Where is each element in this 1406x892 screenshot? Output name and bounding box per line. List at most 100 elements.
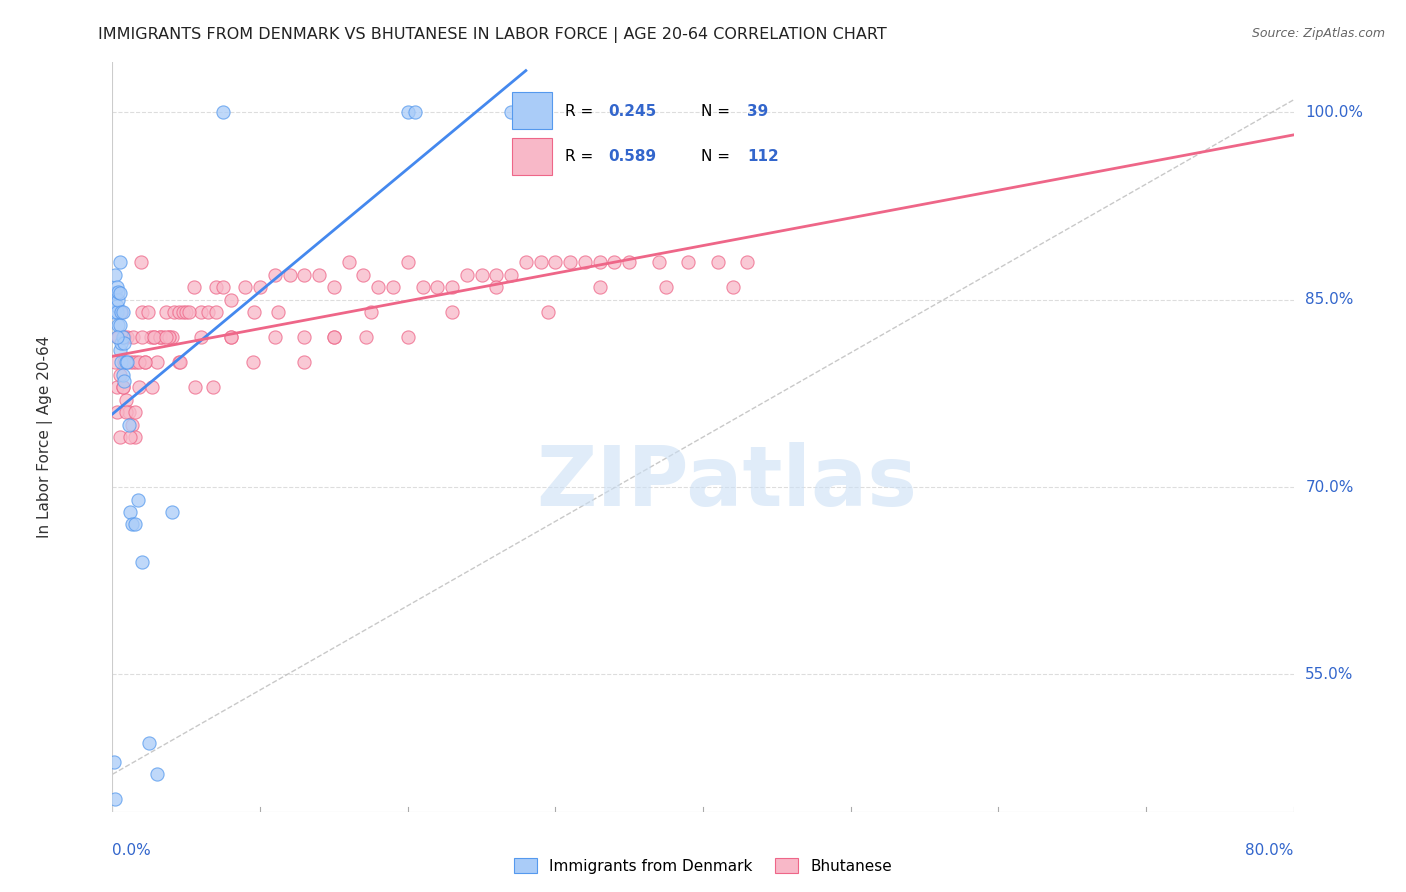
Text: 70.0%: 70.0% — [1305, 480, 1354, 494]
Point — [396, 330, 419, 344]
Point — [124, 517, 146, 532]
Point — [485, 268, 508, 282]
Point — [352, 268, 374, 282]
Point — [619, 255, 641, 269]
Point — [134, 355, 156, 369]
Point — [107, 285, 129, 300]
Point — [264, 268, 287, 282]
Point — [396, 105, 419, 120]
Point — [167, 355, 190, 369]
Point — [121, 417, 143, 432]
Point — [292, 268, 315, 282]
Point — [124, 405, 146, 419]
Point — [544, 255, 567, 269]
Point — [190, 330, 212, 344]
Point — [118, 405, 141, 419]
Point — [183, 280, 205, 294]
Point — [515, 255, 537, 269]
Point — [105, 405, 128, 419]
Point — [155, 330, 177, 344]
Text: ZIPatlas: ZIPatlas — [536, 442, 917, 523]
Point — [219, 330, 242, 344]
Point — [128, 380, 150, 394]
Point — [167, 305, 190, 319]
Point — [278, 268, 301, 282]
Point — [219, 293, 242, 307]
Point — [356, 330, 378, 344]
Point — [179, 305, 201, 319]
Point — [323, 330, 346, 344]
Point — [111, 368, 134, 382]
Point — [103, 305, 125, 319]
Text: 0.0%: 0.0% — [112, 843, 152, 858]
Point — [603, 255, 626, 269]
Point — [104, 355, 127, 369]
Point — [163, 305, 186, 319]
Point — [107, 330, 129, 344]
Point — [737, 255, 759, 269]
Text: 100.0%: 100.0% — [1305, 105, 1364, 120]
Point — [117, 330, 138, 344]
Point — [588, 255, 610, 269]
Point — [411, 280, 433, 294]
Point — [404, 105, 426, 120]
Point — [103, 755, 125, 769]
Point — [124, 430, 146, 444]
Point — [136, 305, 159, 319]
Point — [127, 492, 149, 507]
Point — [134, 355, 156, 369]
Point — [107, 293, 129, 307]
Point — [456, 268, 478, 282]
Point — [264, 330, 287, 344]
Point — [104, 268, 127, 282]
Point — [128, 355, 150, 369]
Point — [131, 305, 153, 319]
Point — [485, 280, 508, 294]
Point — [111, 330, 134, 344]
Point — [107, 330, 129, 344]
Point — [242, 355, 264, 369]
Point — [426, 280, 449, 294]
Point — [169, 355, 191, 369]
Point — [233, 280, 256, 294]
Point — [108, 286, 131, 301]
Point — [118, 417, 141, 432]
Point — [111, 305, 134, 319]
Point — [107, 318, 129, 332]
Point — [142, 330, 165, 344]
Point — [112, 374, 135, 388]
Point — [155, 305, 177, 319]
Point — [146, 355, 169, 369]
Point — [149, 330, 172, 344]
Point — [337, 255, 360, 269]
Point — [160, 330, 183, 344]
Point — [219, 330, 242, 344]
Point — [323, 280, 346, 294]
Point — [117, 355, 138, 369]
Point — [323, 330, 346, 344]
Point — [112, 336, 135, 351]
Point — [396, 255, 419, 269]
Point — [152, 330, 174, 344]
Point — [105, 380, 128, 394]
Point — [111, 380, 134, 394]
Point — [501, 105, 523, 120]
Point — [111, 380, 134, 394]
Point — [588, 280, 610, 294]
Point — [190, 305, 212, 319]
Point — [529, 255, 551, 269]
Point — [129, 255, 152, 269]
Point — [249, 280, 271, 294]
Point — [108, 255, 131, 269]
Point — [108, 343, 131, 357]
Point — [121, 517, 143, 532]
Point — [174, 305, 197, 319]
Point — [160, 505, 183, 519]
Point — [721, 280, 744, 294]
Point — [678, 255, 700, 269]
Point — [112, 355, 135, 369]
Text: IMMIGRANTS FROM DENMARK VS BHUTANESE IN LABOR FORCE | AGE 20-64 CORRELATION CHAR: IMMIGRANTS FROM DENMARK VS BHUTANESE IN … — [98, 27, 887, 43]
Point — [647, 255, 671, 269]
Point — [172, 305, 194, 319]
Point — [441, 280, 464, 294]
